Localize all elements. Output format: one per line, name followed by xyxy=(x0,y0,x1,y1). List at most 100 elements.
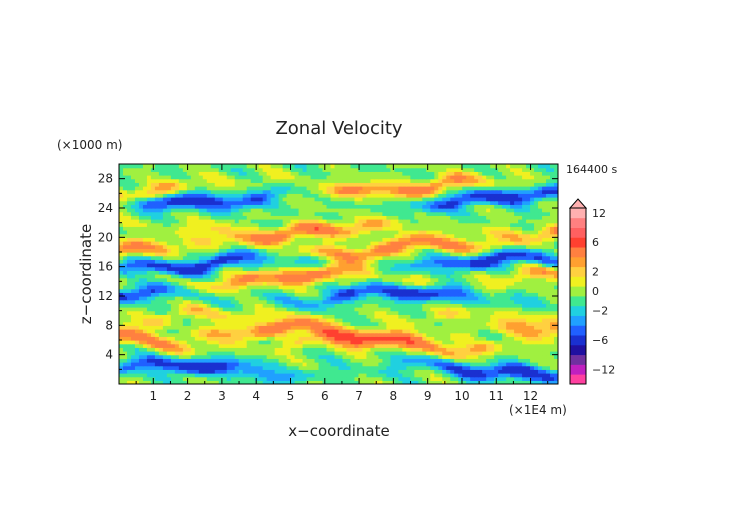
heatmap-cell xyxy=(414,248,419,253)
heatmap-cell xyxy=(150,288,156,293)
heatmap-cell xyxy=(466,369,471,374)
heatmap-cell xyxy=(506,318,511,323)
heatmap-cell xyxy=(130,259,136,264)
heatmap-cell xyxy=(342,336,348,341)
heatmap-cell xyxy=(434,365,439,370)
heatmap-cell xyxy=(318,321,324,326)
heatmap-cell xyxy=(218,219,224,224)
heatmap-cell xyxy=(502,233,507,238)
heatmap-cell xyxy=(282,281,288,286)
heatmap-cell xyxy=(338,292,344,297)
heatmap-cell xyxy=(406,233,411,238)
heatmap-cell xyxy=(362,343,368,348)
heatmap-cell xyxy=(218,244,224,249)
heatmap-cell xyxy=(514,380,519,384)
heatmap-cell xyxy=(122,226,128,231)
heatmap-cell xyxy=(406,299,411,304)
heatmap-cell xyxy=(214,369,220,374)
heatmap-cell xyxy=(282,222,288,227)
heatmap-cell xyxy=(302,219,308,224)
heatmap-cell xyxy=(186,277,192,282)
heatmap-cell xyxy=(138,310,144,315)
heatmap-cell xyxy=(534,230,539,235)
heatmap-cell xyxy=(178,369,184,374)
heatmap-cell xyxy=(226,362,232,367)
heatmap-cell xyxy=(170,285,176,290)
heatmap-cell xyxy=(318,270,324,275)
heatmap-cell xyxy=(190,281,196,286)
heatmap-cell xyxy=(234,343,240,348)
heatmap-cell xyxy=(350,303,356,308)
heatmap-cell xyxy=(418,270,423,275)
heatmap-cell xyxy=(514,358,519,363)
heatmap-cell xyxy=(342,365,348,370)
heatmap-cell xyxy=(330,343,336,348)
heatmap-cell xyxy=(230,277,236,282)
heatmap-cell xyxy=(126,277,132,282)
heatmap-cell xyxy=(230,241,236,246)
heatmap-cell xyxy=(542,303,547,308)
heatmap-cell xyxy=(302,296,308,301)
heatmap-cell xyxy=(534,259,539,264)
heatmap-cell xyxy=(430,365,435,370)
heatmap-cell xyxy=(426,263,431,268)
heatmap-cell xyxy=(130,263,136,268)
heatmap-cell xyxy=(294,329,300,334)
heatmap-cell xyxy=(414,241,419,246)
heatmap-cell xyxy=(538,358,543,363)
heatmap-cell xyxy=(298,226,304,231)
heatmap-cell xyxy=(378,354,383,359)
heatmap-cell xyxy=(318,244,324,249)
heatmap-cell xyxy=(119,230,124,235)
heatmap-cell xyxy=(406,259,411,264)
heatmap-cell xyxy=(122,270,128,275)
heatmap-cell xyxy=(530,274,535,279)
heatmap-cell xyxy=(406,321,411,326)
heatmap-cell xyxy=(358,376,364,381)
heatmap-cell xyxy=(222,329,228,334)
heatmap-cell xyxy=(150,299,156,304)
heatmap-cell xyxy=(194,343,200,348)
heatmap-cell xyxy=(506,347,511,352)
heatmap-cell xyxy=(402,336,407,341)
heatmap-cell xyxy=(542,230,547,235)
heatmap-cell xyxy=(510,351,515,356)
heatmap-cell xyxy=(334,354,340,359)
heatmap-cell xyxy=(146,215,152,220)
heatmap-cell xyxy=(478,230,483,235)
heatmap-cell xyxy=(530,318,535,323)
heatmap-cell xyxy=(350,263,356,268)
heatmap-cell xyxy=(338,288,344,293)
heatmap-cell xyxy=(398,288,403,293)
heatmap-cell xyxy=(258,281,264,286)
heatmap-cell xyxy=(342,292,348,297)
heatmap-cell xyxy=(470,318,475,323)
heatmap-cell xyxy=(494,299,499,304)
heatmap-cell xyxy=(202,325,208,330)
heatmap-cell xyxy=(222,219,228,224)
heatmap-cell xyxy=(398,365,403,370)
heatmap-cell xyxy=(198,255,204,260)
heatmap-cell xyxy=(182,336,188,341)
heatmap-cell xyxy=(298,321,304,326)
heatmap-cell xyxy=(314,354,320,359)
heatmap-cell xyxy=(266,270,272,275)
heatmap-cell xyxy=(406,303,411,308)
heatmap-cell xyxy=(134,230,140,235)
heatmap-cell xyxy=(306,329,312,334)
heatmap-cell xyxy=(538,230,543,235)
heatmap-cell xyxy=(318,343,324,348)
heatmap-cell xyxy=(442,263,447,268)
heatmap-cell xyxy=(538,277,543,282)
heatmap-cell xyxy=(158,285,164,290)
heatmap-cell xyxy=(378,230,383,235)
heatmap-cell xyxy=(206,288,212,293)
heatmap-cell xyxy=(142,358,148,363)
heatmap-cell xyxy=(302,307,308,312)
heatmap-cell xyxy=(342,369,348,374)
heatmap-cell xyxy=(234,336,240,341)
heatmap-cell xyxy=(246,281,252,286)
heatmap-cell xyxy=(398,362,403,367)
heatmap-cell xyxy=(382,329,387,334)
heatmap-cell xyxy=(406,369,411,374)
